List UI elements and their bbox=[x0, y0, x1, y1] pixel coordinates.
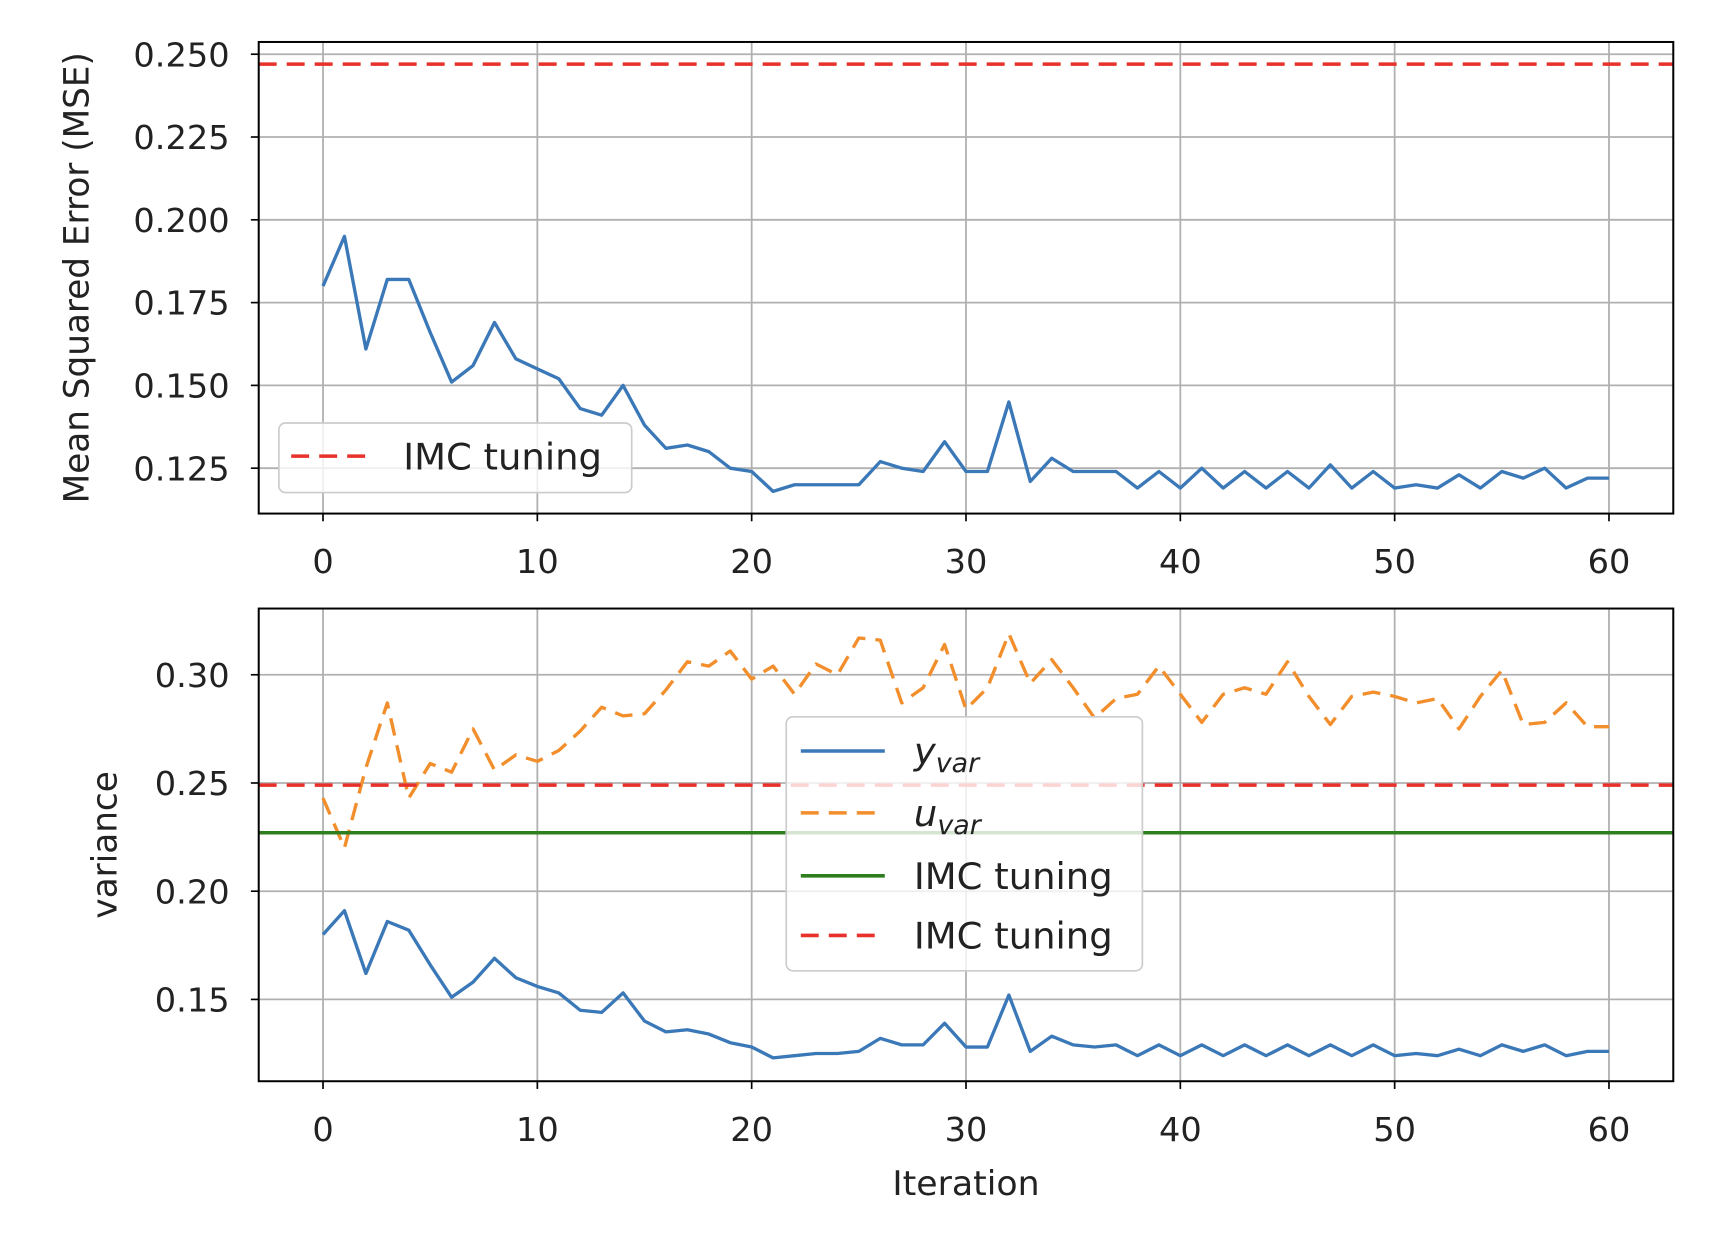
x-tick-label: 60 bbox=[1588, 542, 1631, 581]
x-tick-label: 0 bbox=[312, 542, 333, 581]
x-tick-label: 50 bbox=[1373, 542, 1416, 581]
x-axis-label: Iteration bbox=[892, 1164, 1039, 1204]
legend-label-name: IMC tuning bbox=[914, 915, 1113, 958]
y-axis-label: Mean Squared Error (MSE) bbox=[57, 52, 97, 503]
x-tick-label: 40 bbox=[1159, 542, 1202, 581]
y-tick-label: 0.125 bbox=[133, 450, 229, 489]
y-tick-label: 0.250 bbox=[133, 36, 229, 75]
mse-subplot: 0 10 20 30 40 50 60 0.125 0.150 0.175 0.200 0.225 0.… bbox=[57, 36, 1673, 582]
y-axis-label: variance bbox=[85, 771, 125, 918]
x-tick-label: 30 bbox=[945, 542, 988, 581]
y-tick-label: 0.15 bbox=[155, 981, 230, 1020]
y-tick-label: 0.150 bbox=[133, 367, 229, 406]
y-tick-label: 0.200 bbox=[133, 201, 229, 240]
y-tick-label: 0.175 bbox=[133, 284, 229, 323]
legend-label-name: u bbox=[914, 792, 937, 835]
x-tick-label: 10 bbox=[516, 1110, 559, 1149]
x-tick-label: 0 bbox=[312, 1110, 333, 1149]
x-tick-label: 40 bbox=[1159, 1110, 1202, 1149]
legend-label-subscript: var bbox=[936, 748, 981, 779]
x-tick-label: 50 bbox=[1373, 1110, 1416, 1149]
x-tick-label: 20 bbox=[730, 1110, 773, 1149]
y-tick-label: 0.25 bbox=[155, 764, 230, 803]
x-tick-label: 30 bbox=[945, 1110, 988, 1149]
y-tick-label: 0.225 bbox=[133, 118, 229, 157]
y-tick-label: 0.30 bbox=[155, 656, 230, 695]
legend: IMC tuning bbox=[279, 423, 632, 493]
legend-label-name: y bbox=[913, 731, 937, 774]
x-tick-label: 10 bbox=[516, 542, 559, 581]
x-tick-label: 20 bbox=[730, 542, 773, 581]
x-tick-label: 60 bbox=[1588, 1110, 1631, 1149]
legend-label: IMC tuning bbox=[914, 855, 1113, 898]
variance-subplot: 0 10 20 30 40 50 60 0.15 0.20 0.25 0.30 variance Ite… bbox=[85, 609, 1673, 1204]
legend-label: IMC tuning bbox=[914, 915, 1113, 958]
y-tick-label: 0.20 bbox=[155, 873, 230, 912]
legend-label-subscript: var bbox=[937, 810, 982, 841]
legend-label-name: IMC tuning bbox=[914, 855, 1113, 898]
legend-label: IMC tuning bbox=[403, 436, 602, 479]
